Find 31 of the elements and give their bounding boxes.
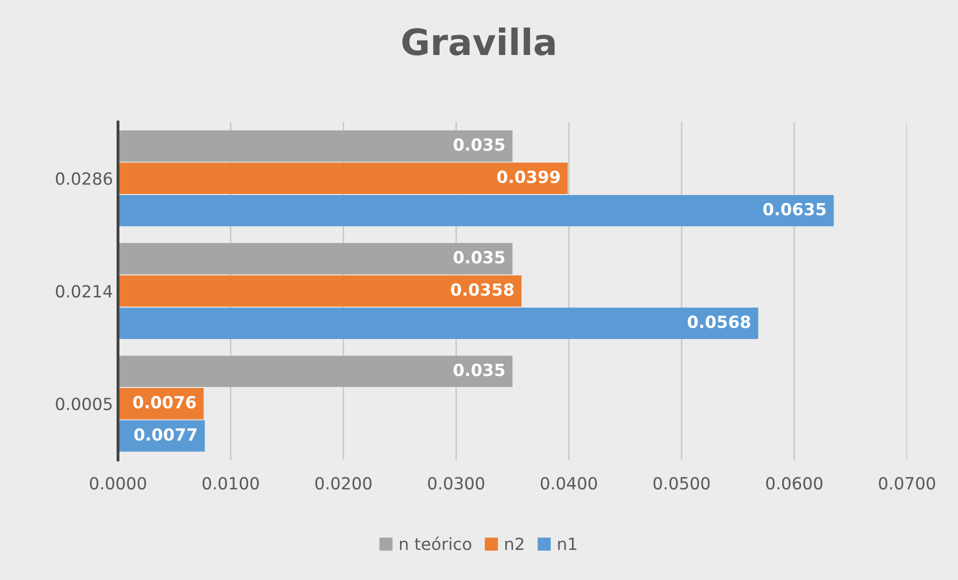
data-label: 0.0076 — [133, 396, 196, 409]
bar — [118, 194, 834, 226]
chart-title: Gravilla — [402, 28, 555, 56]
data-label: 0.0635 — [763, 202, 826, 216]
x-tick-label: 0.0400 — [540, 476, 597, 490]
bar — [118, 162, 568, 194]
data-label: 0.0568 — [688, 316, 750, 328]
data-label: 0.0077 — [134, 428, 197, 441]
x-tick-label: 0.0000 — [90, 476, 146, 490]
bar — [118, 308, 758, 339]
y-tick-label: 0.0286 — [56, 172, 112, 185]
x-tick-label: 0.0200 — [315, 476, 372, 490]
data-label: 0.035 — [454, 250, 504, 264]
data-label: 0.0399 — [497, 170, 560, 184]
x-tick-label: 0.0300 — [428, 476, 484, 490]
x-tick-label: 0.0700 — [878, 476, 936, 490]
x-tick-label: 0.0100 — [202, 476, 259, 490]
x-tick-label: 0.0600 — [766, 476, 822, 490]
legend-label: n teórico — [400, 536, 472, 550]
legend-label: n1 — [558, 538, 576, 550]
data-label: 0.035 — [454, 138, 504, 151]
y-tick-label: 0.0005 — [56, 398, 112, 410]
bar — [118, 130, 512, 162]
y-tick-label: 0.0214 — [56, 284, 112, 298]
bar — [118, 243, 512, 274]
x-tick-label: 0.0500 — [654, 476, 710, 490]
bar — [118, 275, 522, 307]
data-label: 0.0358 — [451, 283, 514, 296]
data-label: 0.035 — [454, 364, 504, 376]
bar — [118, 356, 512, 388]
legend-label: n2 — [505, 538, 524, 550]
